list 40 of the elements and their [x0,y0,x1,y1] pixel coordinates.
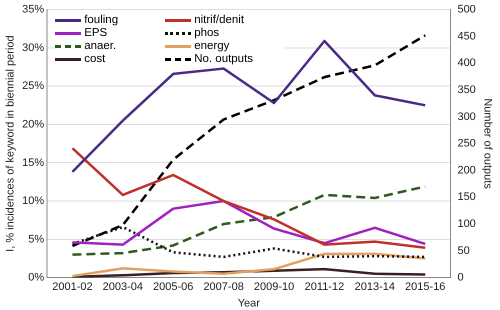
y2-tick-label: 250 [457,138,476,150]
legend-label: energy [193,40,230,53]
x-tick-label: 2003-04 [102,281,144,294]
legend-label: cost [83,52,106,66]
y-tick-label: 5% [28,233,44,246]
y2-tick-label: 200 [457,164,476,176]
y-tick-label: 10% [22,195,44,208]
y2-tick-label: 400 [457,57,476,70]
legend-label: fouling [83,14,120,27]
x-tick-label: 2013-14 [354,281,396,294]
legend-label: No. outputs [193,52,254,66]
x-tick-label: 2011-12 [304,281,344,294]
y2-tick-label: 150 [457,191,476,204]
y2-tick-label: 350 [457,84,476,96]
line-series [71,185,426,256]
y2-tick-label: 450 [457,30,476,42]
y-tick-label: 15% [22,156,44,169]
x-tick-label: 2005-06 [153,281,194,294]
x-tick-label: 2001-02 [52,281,93,294]
legend-label: anaer. [83,40,118,53]
y-tick-label: 30% [22,42,44,54]
y-tick-label: 35% [22,4,44,16]
y2-tick-label: 0 [457,272,464,284]
legend-label: EPS [83,26,108,40]
legend-label: phos [193,26,220,40]
legend-label: nitrif/denit [193,14,246,27]
y2-axis-title: Number of outputs [481,98,494,190]
y-tick-label: 25% [22,80,44,92]
y2-tick-label: 500 [457,4,476,16]
y-tick-label: 0% [28,272,44,284]
y2-tick-label: 300 [457,110,476,123]
y-axis-title: I, % incidences of keyword in biennial period [4,35,17,252]
line-series [71,226,426,258]
x-tick-label: 2015-16 [405,281,446,294]
y2-tick-label: 100 [457,218,476,230]
x-axis-title: Year [238,297,260,310]
y-tick-label: 20% [22,118,44,130]
y2-tick-label: 50 [457,244,470,257]
x-tick-label: 2007-08 [203,281,244,294]
x-tick-label: 2009-10 [254,281,294,294]
